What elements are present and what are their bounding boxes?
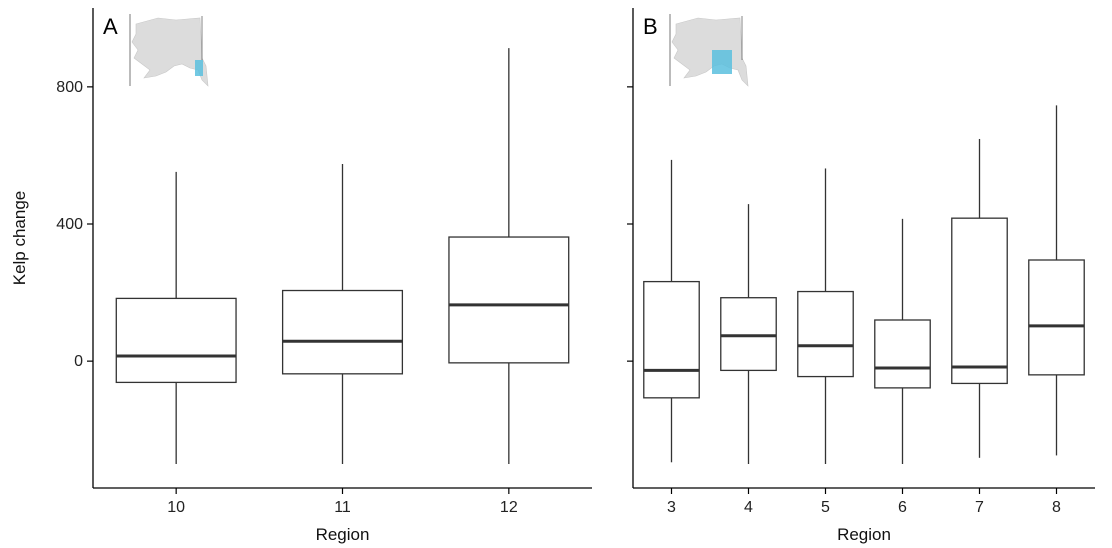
x-tick-label: 3	[667, 499, 676, 516]
box-region-5	[797, 168, 854, 464]
x-tick-label: 4	[744, 499, 753, 516]
box-region-8	[1028, 105, 1085, 456]
box-region-7	[951, 138, 1008, 458]
iqr-box	[720, 297, 777, 372]
x-tick-label: 11	[334, 499, 351, 516]
box-region-12	[448, 48, 570, 464]
panel-a: 0 400 800 10 11 12 Region Kelp change A	[10, 8, 592, 544]
x-tick-label: 5	[821, 499, 830, 516]
y-tick-label: 400	[56, 216, 83, 233]
iqr-box	[115, 297, 237, 384]
highlighted-study-area	[195, 60, 203, 76]
x-axis-title: Region	[837, 525, 891, 544]
y-axis-title: Kelp change	[10, 191, 29, 286]
x-tick-label: 12	[500, 499, 518, 516]
panel-label: B	[643, 14, 658, 39]
box-region-6	[874, 218, 931, 464]
iqr-box	[874, 319, 931, 389]
iqr-box	[448, 236, 570, 364]
x-tick-label: 8	[1052, 499, 1061, 516]
box-region-3	[643, 159, 700, 463]
box-region-11	[281, 164, 404, 464]
box-region-10	[115, 171, 237, 464]
y-tick-label: 0	[74, 353, 83, 370]
alaska-map-icon	[129, 14, 209, 87]
x-tick-label: 10	[167, 499, 185, 516]
y-tick-label: 800	[56, 79, 83, 96]
highlighted-study-area	[712, 50, 732, 74]
iqr-box	[1028, 259, 1085, 376]
alaska-map-icon	[669, 14, 749, 87]
iqr-box	[951, 217, 1008, 385]
alaska-landmass	[131, 17, 209, 87]
x-tick-label: 7	[975, 499, 984, 516]
panel-label: A	[103, 14, 118, 39]
panel-b: 3 4 5 6 7 8 Region B	[627, 8, 1095, 544]
box-region-4	[720, 204, 777, 464]
iqr-box	[281, 289, 404, 375]
x-tick-label: 6	[898, 499, 907, 516]
iqr-box	[797, 290, 854, 378]
iqr-box	[643, 280, 700, 399]
alaska-landmass	[671, 17, 749, 87]
x-axis-title: Region	[316, 525, 370, 544]
